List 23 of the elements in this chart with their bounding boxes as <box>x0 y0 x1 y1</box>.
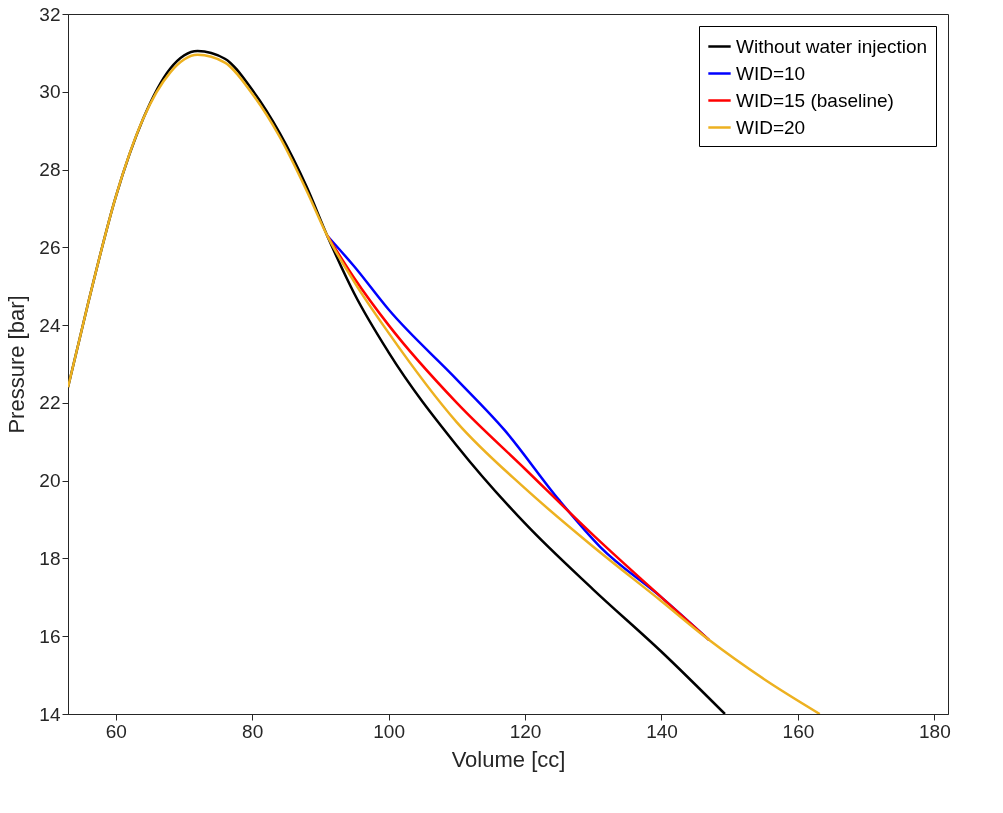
x-tick-label: 180 <box>919 720 951 742</box>
y-tick-label: 30 <box>39 81 61 103</box>
y-tick-label: 16 <box>39 625 61 647</box>
x-tick-label: 60 <box>105 720 127 742</box>
y-tick-label: 22 <box>39 392 61 414</box>
y-tick-label: 28 <box>39 159 61 181</box>
legend-label: Without water injection <box>736 35 928 57</box>
y-tick-label: 26 <box>39 236 61 258</box>
y-tick-label: 32 <box>39 3 61 25</box>
y-tick-label: 24 <box>39 314 61 336</box>
x-tick-label: 100 <box>373 720 405 742</box>
y-tick-label: 20 <box>39 470 61 492</box>
y-tick-label: 18 <box>39 547 61 569</box>
x-tick-label: 80 <box>242 720 264 742</box>
x-axis-title: Volume [cc] <box>451 746 566 772</box>
x-tick-label: 160 <box>782 720 815 742</box>
y-axis-title: Pressure [bar] <box>4 295 30 434</box>
legend-label: WID=15 (baseline) <box>736 89 894 111</box>
x-tick-label: 120 <box>509 720 542 742</box>
y-tick-label: 14 <box>39 703 61 725</box>
x-tick-label: 140 <box>646 720 678 742</box>
legend-label: WID=10 <box>736 62 806 84</box>
legend-label: WID=20 <box>736 116 806 138</box>
